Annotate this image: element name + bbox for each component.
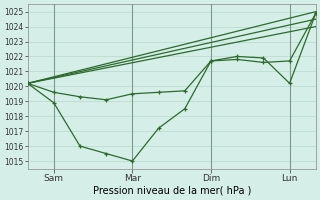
X-axis label: Pression niveau de la mer( hPa ): Pression niveau de la mer( hPa ): [92, 186, 251, 196]
